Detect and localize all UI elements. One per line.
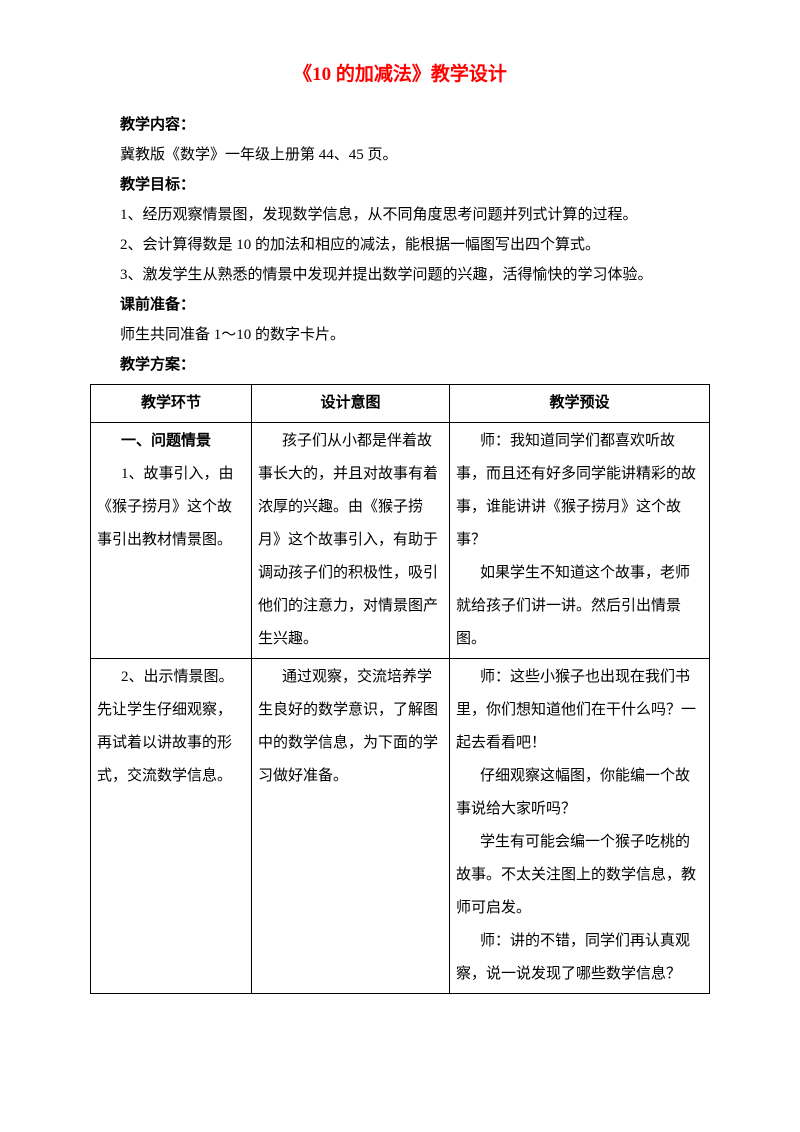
- goal-3: 3、激发学生从熟悉的情景中发现并提出数学问题的兴趣，活得愉快的学习体验。: [90, 260, 710, 290]
- table-row: 一、问题情景 1、故事引入，由《猴子捞月》这个故事引出教材情景图。 孩子们从小都…: [91, 423, 710, 659]
- cell-preset-2: 师：这些小猴子也出现在我们书里，你们想知道他们在干什么吗？一起去看看吧！ 仔细观…: [450, 659, 710, 994]
- label-goals: 教学目标：: [90, 170, 710, 200]
- preset-text: 师：我知道同学们都喜欢听故事，而且还有好多同学能讲精彩的故事，谁能讲讲《猴子捞月…: [456, 425, 703, 557]
- preset-text: 如果学生不知道这个故事，老师就给孩子们讲一讲。然后引出情景图。: [456, 557, 703, 656]
- stage-text: 2、出示情景图。先让学生仔细观察，再试着以讲故事的形式，交流数学信息。: [97, 661, 245, 793]
- th-preset: 教学预设: [450, 385, 710, 423]
- th-stage: 教学环节: [91, 385, 252, 423]
- content-text: 冀教版《数学》一年级上册第 44、45 页。: [90, 140, 710, 170]
- page-title: 《10 的加减法》教学设计: [90, 56, 710, 94]
- th-intent: 设计意图: [251, 385, 449, 423]
- prep-text: 师生共同准备 1～10 的数字卡片。: [90, 320, 710, 350]
- goal-1: 1、经历观察情景图，发现数学信息，从不同角度思考问题并列式计算的过程。: [90, 200, 710, 230]
- goal-2: 2、会计算得数是 10 的加法和相应的减法，能根据一幅图写出四个算式。: [90, 230, 710, 260]
- preset-text: 师：这些小猴子也出现在我们书里，你们想知道他们在干什么吗？一起去看看吧！: [456, 661, 703, 760]
- preset-text: 学生有可能会编一个猴子吃桃的故事。不太关注图上的数学信息，教师可启发。: [456, 826, 703, 925]
- preset-text: 师：讲的不错，同学们再认真观察，说一说发现了哪些数学信息？: [456, 925, 703, 991]
- label-prep: 课前准备：: [90, 290, 710, 320]
- stage-heading: 一、问题情景: [97, 425, 245, 458]
- plan-table: 教学环节 设计意图 教学预设 一、问题情景 1、故事引入，由《猴子捞月》这个故事…: [90, 384, 710, 994]
- cell-stage-1: 一、问题情景 1、故事引入，由《猴子捞月》这个故事引出教材情景图。: [91, 423, 252, 659]
- cell-intent-1: 孩子们从小都是伴着故事长大的，并且对故事有着浓厚的兴趣。由《猴子捞月》这个故事引…: [251, 423, 449, 659]
- table-header-row: 教学环节 设计意图 教学预设: [91, 385, 710, 423]
- label-content: 教学内容：: [90, 110, 710, 140]
- cell-stage-2: 2、出示情景图。先让学生仔细观察，再试着以讲故事的形式，交流数学信息。: [91, 659, 252, 994]
- cell-preset-1: 师：我知道同学们都喜欢听故事，而且还有好多同学能讲精彩的故事，谁能讲讲《猴子捞月…: [450, 423, 710, 659]
- table-row: 2、出示情景图。先让学生仔细观察，再试着以讲故事的形式，交流数学信息。 通过观察…: [91, 659, 710, 994]
- cell-intent-2: 通过观察，交流培养学生良好的数学意识，了解图中的数学信息，为下面的学习做好准备。: [251, 659, 449, 994]
- stage-text: 1、故事引入，由《猴子捞月》这个故事引出教材情景图。: [97, 458, 245, 557]
- label-plan: 教学方案：: [90, 350, 710, 380]
- intent-text: 孩子们从小都是伴着故事长大的，并且对故事有着浓厚的兴趣。由《猴子捞月》这个故事引…: [258, 425, 443, 656]
- preset-text: 仔细观察这幅图，你能编一个故事说给大家听吗？: [456, 760, 703, 826]
- intent-text: 通过观察，交流培养学生良好的数学意识，了解图中的数学信息，为下面的学习做好准备。: [258, 661, 443, 793]
